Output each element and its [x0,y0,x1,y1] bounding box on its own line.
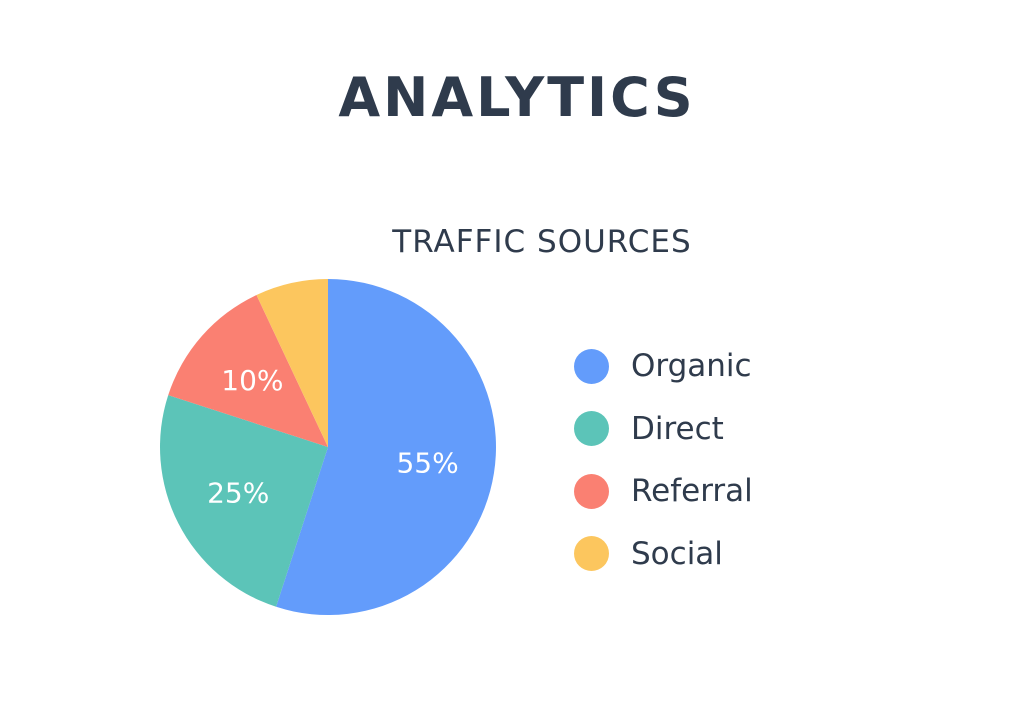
page-title: ANALYTICS [338,66,696,129]
legend-swatch-direct [574,411,609,447]
data-label-direct: 25% [207,476,269,509]
legend-item-social: Social [574,523,753,586]
legend-label-direct: Direct [631,410,724,447]
legend-item-direct: Direct [574,398,753,461]
chart-legend: Organic Direct Referral Social [574,335,753,585]
legend-label-organic: Organic [631,348,752,385]
legend-label-social: Social [631,535,723,572]
legend-swatch-organic [574,348,609,384]
pie-slice-direct [159,395,328,607]
data-label-referral: 10% [221,364,283,397]
legend-swatch-social [574,536,609,572]
pie-slice-referral [168,294,328,447]
legend-item-organic: Organic [574,335,753,398]
legend-swatch-referral [574,473,609,509]
chart-title: TRAFFIC SOURCES [392,224,692,260]
legend-label-referral: Referral [631,473,753,510]
pie-slice-social [256,279,328,447]
legend-item-referral: Referral [574,460,753,523]
pie-slice-organic [276,279,497,615]
data-label-organic: 55% [396,446,458,479]
